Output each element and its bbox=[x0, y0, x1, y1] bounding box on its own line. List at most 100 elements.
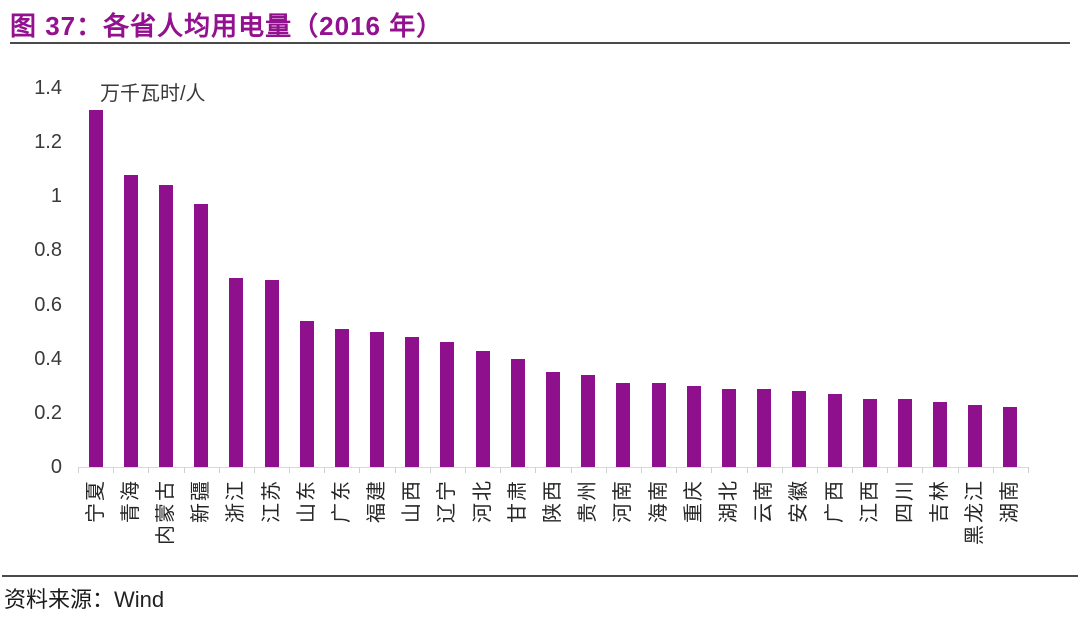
bar-湖南 bbox=[1003, 407, 1018, 467]
x-axis-tick bbox=[605, 467, 607, 473]
bar-辽宁 bbox=[440, 342, 455, 467]
y-axis-unit-label: 万千瓦时/人 bbox=[100, 83, 206, 105]
x-axis-label-text: 陕西 bbox=[542, 479, 565, 523]
figure-title: 图 37：各省人均用电量（2016 年） bbox=[10, 11, 444, 41]
bar-吉林 bbox=[933, 402, 948, 467]
x-axis-tick bbox=[992, 467, 994, 473]
x-axis-label-text: 新疆 bbox=[190, 479, 213, 523]
x-axis-label-text: 湖南 bbox=[999, 479, 1022, 523]
x-axis-label: 安徽 bbox=[782, 479, 817, 569]
x-axis-label: 黑龙江 bbox=[958, 479, 993, 569]
bar-column bbox=[571, 88, 606, 467]
x-axis-tick bbox=[218, 467, 220, 473]
x-axis-tick bbox=[922, 467, 924, 473]
x-axis-tick bbox=[887, 467, 889, 473]
x-axis-label: 山东 bbox=[289, 479, 324, 569]
x-axis-tick bbox=[500, 467, 502, 473]
x-axis-tick bbox=[183, 467, 185, 473]
x-axis-label: 贵州 bbox=[571, 479, 606, 569]
bar-column bbox=[78, 88, 113, 467]
y-axis-tick-label: 0 bbox=[50, 456, 62, 478]
bar-column bbox=[360, 88, 395, 467]
bar-column bbox=[430, 88, 465, 467]
x-axis-label-text: 河南 bbox=[612, 479, 635, 523]
bar-安徽 bbox=[792, 391, 807, 467]
bar-江西 bbox=[862, 399, 877, 467]
x-axis-label-text: 四川 bbox=[893, 479, 916, 523]
x-axis-label-text: 云南 bbox=[753, 479, 776, 523]
bar-column bbox=[184, 88, 219, 467]
bar-column bbox=[148, 88, 183, 467]
x-axis-tick bbox=[78, 467, 79, 473]
x-axis-tick bbox=[957, 467, 959, 473]
x-axis-tick bbox=[781, 467, 783, 473]
x-axis-label: 重庆 bbox=[676, 479, 711, 569]
bar-column bbox=[219, 88, 254, 467]
x-axis-tick bbox=[1028, 467, 1029, 473]
source-note: 资料来源：Wind bbox=[4, 582, 164, 614]
bar-column bbox=[641, 88, 676, 467]
x-axis-tick bbox=[535, 467, 537, 473]
bar-湖北 bbox=[721, 388, 736, 467]
x-axis-label-text: 河北 bbox=[471, 479, 494, 523]
x-axis-label: 江西 bbox=[852, 479, 887, 569]
bar-贵州 bbox=[581, 374, 596, 467]
x-axis-label: 甘肃 bbox=[500, 479, 535, 569]
bar-海南 bbox=[651, 383, 666, 467]
x-axis-label: 海南 bbox=[641, 479, 676, 569]
bar-column bbox=[711, 88, 746, 467]
x-axis-label-text: 湖北 bbox=[717, 479, 740, 523]
x-axis-label: 浙江 bbox=[219, 479, 254, 569]
bar-column bbox=[465, 88, 500, 467]
x-axis-label: 陕西 bbox=[535, 479, 570, 569]
bar-河南 bbox=[616, 383, 631, 467]
x-axis-tick bbox=[324, 467, 326, 473]
bar-column bbox=[923, 88, 958, 467]
bar-column bbox=[289, 88, 324, 467]
x-axis-tick bbox=[640, 467, 642, 473]
bar-河北 bbox=[475, 350, 490, 467]
x-axis-label-text: 江苏 bbox=[260, 479, 283, 523]
x-axis-label: 青海 bbox=[113, 479, 148, 569]
bar-云南 bbox=[757, 388, 772, 467]
x-axis-label-text: 浙江 bbox=[225, 479, 248, 523]
x-axis-label-text: 广东 bbox=[330, 479, 353, 523]
bar-四川 bbox=[897, 399, 912, 467]
bar-广东 bbox=[334, 328, 349, 467]
y-axis-tick-label: 0.2 bbox=[34, 401, 62, 424]
bar-column bbox=[324, 88, 359, 467]
bar-column bbox=[395, 88, 430, 467]
bar-column bbox=[782, 88, 817, 467]
x-axis-label-text: 山西 bbox=[401, 479, 424, 523]
x-axis-label-text: 贵州 bbox=[577, 479, 600, 523]
bar-青海 bbox=[123, 174, 138, 467]
x-axis-label-text: 黑龙江 bbox=[964, 479, 987, 545]
bar-新疆 bbox=[194, 204, 209, 467]
bar-column bbox=[606, 88, 641, 467]
x-axis-label-text: 安徽 bbox=[788, 479, 811, 523]
bar-浙江 bbox=[229, 277, 244, 467]
x-axis-label: 江苏 bbox=[254, 479, 289, 569]
x-axis-label-text: 宁夏 bbox=[84, 479, 107, 523]
x-axis-tick bbox=[852, 467, 854, 473]
bar-column bbox=[500, 88, 535, 467]
x-axis-label: 广西 bbox=[817, 479, 852, 569]
x-axis-tick bbox=[148, 467, 150, 473]
x-axis-label: 福建 bbox=[360, 479, 395, 569]
x-axis-label: 四川 bbox=[887, 479, 922, 569]
x-axis-label: 河北 bbox=[465, 479, 500, 569]
x-axis-label: 吉林 bbox=[923, 479, 958, 569]
bar-column bbox=[993, 88, 1028, 467]
y-axis-tick-label: 1 bbox=[50, 185, 62, 208]
bar-column bbox=[535, 88, 570, 467]
bar-column bbox=[747, 88, 782, 467]
bar-column bbox=[958, 88, 993, 467]
x-axis-tick bbox=[465, 467, 467, 473]
bar-江苏 bbox=[264, 280, 279, 467]
footer-divider bbox=[2, 575, 1078, 577]
x-axis-tick bbox=[676, 467, 678, 473]
bar-column bbox=[887, 88, 922, 467]
bar-宁夏 bbox=[88, 109, 103, 467]
x-axis-label: 宁夏 bbox=[78, 479, 113, 569]
